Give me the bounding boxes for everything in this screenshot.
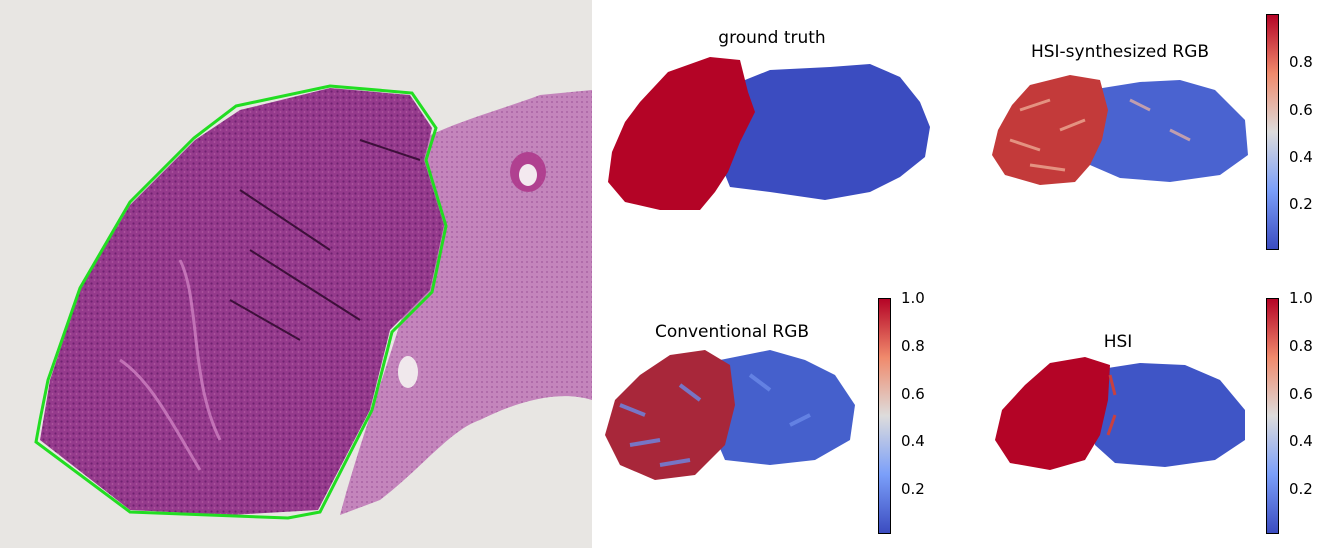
annotation-contour [34,84,448,520]
tumor-region [608,57,755,210]
panel-title-hsi: HSI [1103,332,1133,352]
ground-truth-map [608,57,930,210]
histology-slide [0,0,592,548]
hsi-map [995,357,1245,470]
conv-rgb-colorbar [878,298,891,534]
panel-title-conv-rgb: Conventional RGB [654,322,810,342]
slide-image [0,0,592,548]
hsi-colorbar [1266,298,1279,534]
panel-title-ground-truth: ground truth [718,28,826,48]
panel-title-hsi-rgb: HSI-synthesized RGB [1030,42,1210,62]
connective-tissue [340,90,592,515]
hsi-rgb-colorbar [1266,14,1279,250]
hsi-rgb-map [992,75,1248,185]
conv-rgb-map [605,350,855,480]
tumor-tissue [40,88,444,515]
normal-region [720,64,930,200]
